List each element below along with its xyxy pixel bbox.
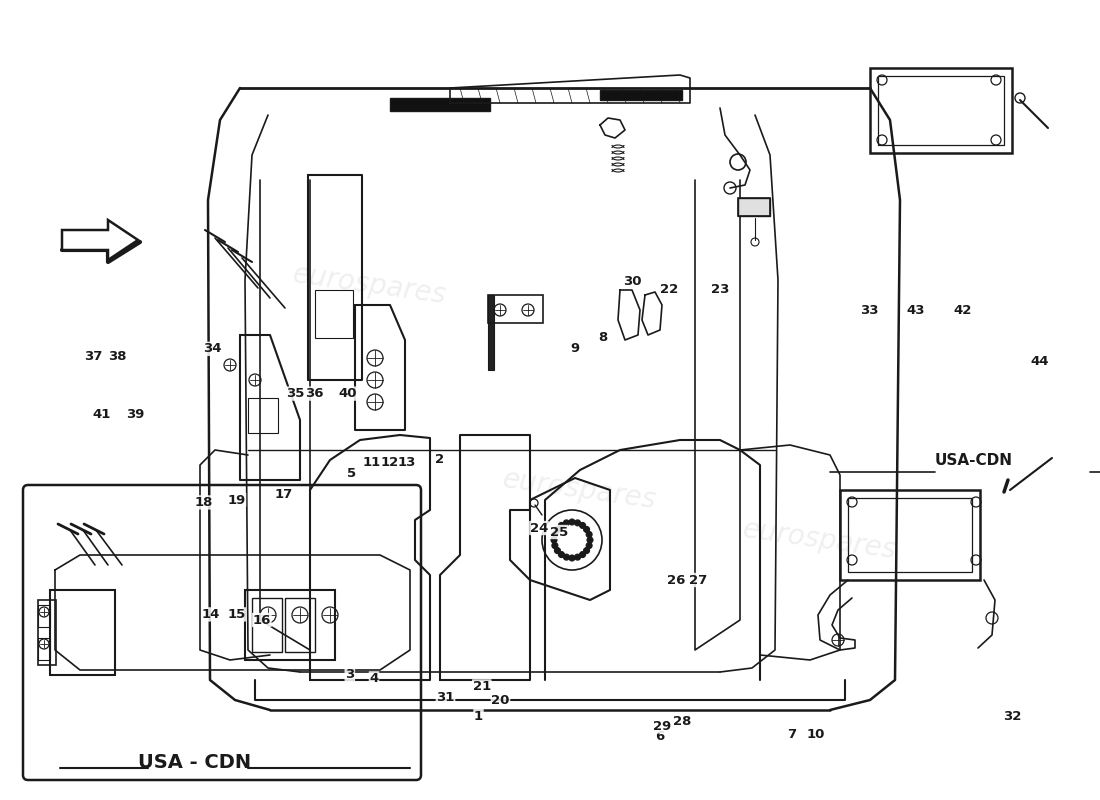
Circle shape <box>569 555 575 561</box>
Circle shape <box>554 547 560 554</box>
Text: 24: 24 <box>530 522 548 534</box>
Text: eurospares: eurospares <box>502 466 659 514</box>
Circle shape <box>580 522 585 529</box>
Text: 23: 23 <box>712 283 729 296</box>
Text: USA-CDN: USA-CDN <box>935 453 1013 468</box>
Text: 28: 28 <box>673 715 691 728</box>
Circle shape <box>563 554 570 560</box>
Text: 21: 21 <box>473 680 491 693</box>
Bar <box>390 98 490 111</box>
Text: 44: 44 <box>1031 355 1048 368</box>
Circle shape <box>574 554 581 560</box>
Bar <box>600 90 682 100</box>
Text: 27: 27 <box>690 574 707 586</box>
Bar <box>252 598 282 652</box>
Text: 12: 12 <box>381 456 398 469</box>
Circle shape <box>586 531 592 538</box>
Text: 25: 25 <box>550 526 568 538</box>
Circle shape <box>563 520 570 526</box>
Bar <box>315 290 353 338</box>
Text: 31: 31 <box>437 691 454 704</box>
Circle shape <box>559 551 564 558</box>
Bar <box>248 398 278 433</box>
Bar <box>39 638 50 660</box>
Text: 6: 6 <box>656 730 664 742</box>
Bar <box>39 605 50 627</box>
Bar <box>840 490 980 580</box>
Bar <box>878 76 1004 145</box>
Circle shape <box>584 526 590 533</box>
Bar <box>285 598 315 652</box>
Bar <box>738 198 770 216</box>
Text: 32: 32 <box>1003 710 1021 722</box>
Text: 10: 10 <box>807 728 825 741</box>
Circle shape <box>587 537 593 543</box>
Text: 39: 39 <box>126 408 144 421</box>
Text: USA - CDN: USA - CDN <box>139 753 252 771</box>
FancyBboxPatch shape <box>23 485 421 780</box>
Text: 14: 14 <box>202 608 220 621</box>
Circle shape <box>584 547 590 554</box>
Text: 26: 26 <box>668 574 685 586</box>
Circle shape <box>554 526 560 533</box>
Text: 16: 16 <box>253 614 271 626</box>
Text: 30: 30 <box>624 275 641 288</box>
Text: 7: 7 <box>788 728 796 741</box>
Text: 20: 20 <box>492 694 509 707</box>
Bar <box>738 198 770 216</box>
Bar <box>488 295 543 323</box>
Bar <box>870 68 1012 153</box>
Circle shape <box>559 522 564 529</box>
Text: 41: 41 <box>92 408 110 421</box>
Text: 18: 18 <box>195 496 212 509</box>
Text: 5: 5 <box>348 467 356 480</box>
Text: 42: 42 <box>954 304 971 317</box>
Text: 4: 4 <box>370 672 378 685</box>
Text: 33: 33 <box>860 304 878 317</box>
Bar <box>50 590 116 675</box>
Circle shape <box>569 519 575 525</box>
Text: 13: 13 <box>398 456 416 469</box>
Text: 8: 8 <box>598 331 607 344</box>
Bar <box>245 590 336 660</box>
Circle shape <box>586 542 592 549</box>
Text: 2: 2 <box>436 454 444 466</box>
Text: 1: 1 <box>474 710 483 722</box>
Bar <box>848 498 972 572</box>
Text: eurospares: eurospares <box>107 559 264 601</box>
Circle shape <box>552 531 558 538</box>
Text: 11: 11 <box>363 456 381 469</box>
Text: eurospares: eurospares <box>292 260 449 310</box>
Text: eurospares: eurospares <box>741 515 899 565</box>
Bar <box>488 295 494 370</box>
Text: 29: 29 <box>653 720 671 733</box>
Circle shape <box>574 520 581 526</box>
Text: 34: 34 <box>204 342 221 355</box>
Text: 40: 40 <box>339 387 356 400</box>
Polygon shape <box>62 220 138 260</box>
Text: 35: 35 <box>286 387 304 400</box>
Text: 15: 15 <box>228 608 245 621</box>
Text: 37: 37 <box>85 350 102 362</box>
Text: 22: 22 <box>660 283 678 296</box>
Text: 3: 3 <box>345 668 354 681</box>
Text: 43: 43 <box>906 304 924 317</box>
Text: 36: 36 <box>306 387 323 400</box>
Circle shape <box>551 537 557 543</box>
Circle shape <box>552 542 558 549</box>
Circle shape <box>580 551 585 558</box>
Text: 38: 38 <box>109 350 126 362</box>
Text: 17: 17 <box>275 488 293 501</box>
Text: 9: 9 <box>571 342 580 354</box>
Text: 19: 19 <box>228 494 245 506</box>
Bar <box>39 600 56 665</box>
